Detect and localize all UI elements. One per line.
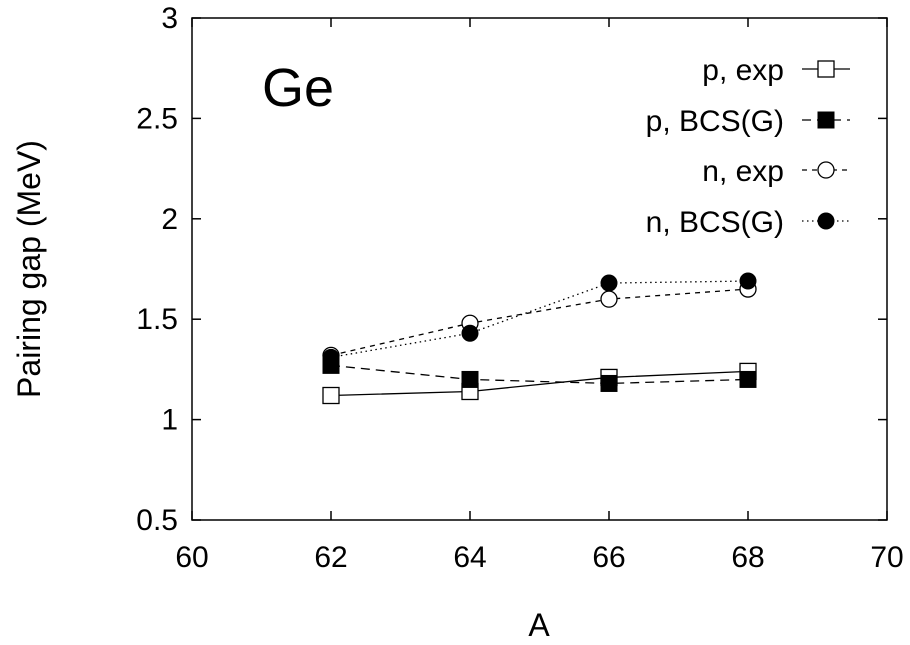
series-2 bbox=[322, 356, 757, 392]
plot-frame bbox=[191, 17, 888, 521]
legend-label: n, BCS(G) bbox=[646, 206, 784, 239]
legend-label: n, exp bbox=[702, 155, 784, 188]
y-tick-label: 3 bbox=[161, 2, 178, 35]
x-tick-label: 68 bbox=[731, 541, 764, 574]
y-tick-label: 0.5 bbox=[136, 504, 178, 537]
series-line bbox=[330, 370, 749, 397]
data-point bbox=[322, 386, 340, 405]
data-point bbox=[600, 290, 618, 308]
y-tick-label: 2.5 bbox=[136, 102, 178, 135]
y-axis: 0.5 1 1.5 2 2.5 3 bbox=[136, 2, 887, 537]
x-tick-label: 64 bbox=[453, 541, 486, 574]
legend-label: p, BCS(G) bbox=[646, 105, 784, 138]
series-4 bbox=[322, 272, 757, 366]
series-line bbox=[330, 288, 749, 356]
legend-marker bbox=[817, 212, 835, 230]
series-3 bbox=[322, 280, 757, 364]
data-point bbox=[600, 274, 618, 292]
y-axis-title: Pairing gap (MeV) bbox=[11, 140, 47, 398]
legend-marker bbox=[817, 161, 835, 179]
y-tick-label: 1.5 bbox=[136, 303, 178, 336]
legend-marker bbox=[817, 60, 835, 78]
x-axis-title: A bbox=[528, 607, 550, 643]
legend-marker bbox=[817, 111, 835, 129]
series-line bbox=[330, 280, 749, 358]
data-point bbox=[739, 272, 757, 290]
data-point bbox=[461, 324, 479, 342]
series-1 bbox=[322, 362, 757, 405]
legend: p, exp p, BCS(G) n, exp n, BCS(G) bbox=[646, 54, 850, 239]
series-line bbox=[330, 364, 749, 385]
x-axis: 60 62 64 66 68 70 bbox=[175, 18, 904, 574]
series-layer bbox=[322, 272, 757, 405]
x-tick-label: 66 bbox=[592, 541, 625, 574]
y-tick-label: 1 bbox=[161, 404, 178, 437]
data-point bbox=[600, 374, 618, 392]
y-tick-label: 2 bbox=[161, 203, 178, 236]
x-tick-label: 60 bbox=[175, 541, 208, 574]
x-tick-label: 62 bbox=[314, 541, 347, 574]
data-point bbox=[461, 370, 479, 388]
x-tick-label: 70 bbox=[870, 541, 903, 574]
data-point bbox=[739, 370, 757, 388]
legend-label: p, exp bbox=[702, 54, 784, 87]
data-point bbox=[322, 348, 340, 366]
element-annotation: Ge bbox=[262, 58, 334, 118]
